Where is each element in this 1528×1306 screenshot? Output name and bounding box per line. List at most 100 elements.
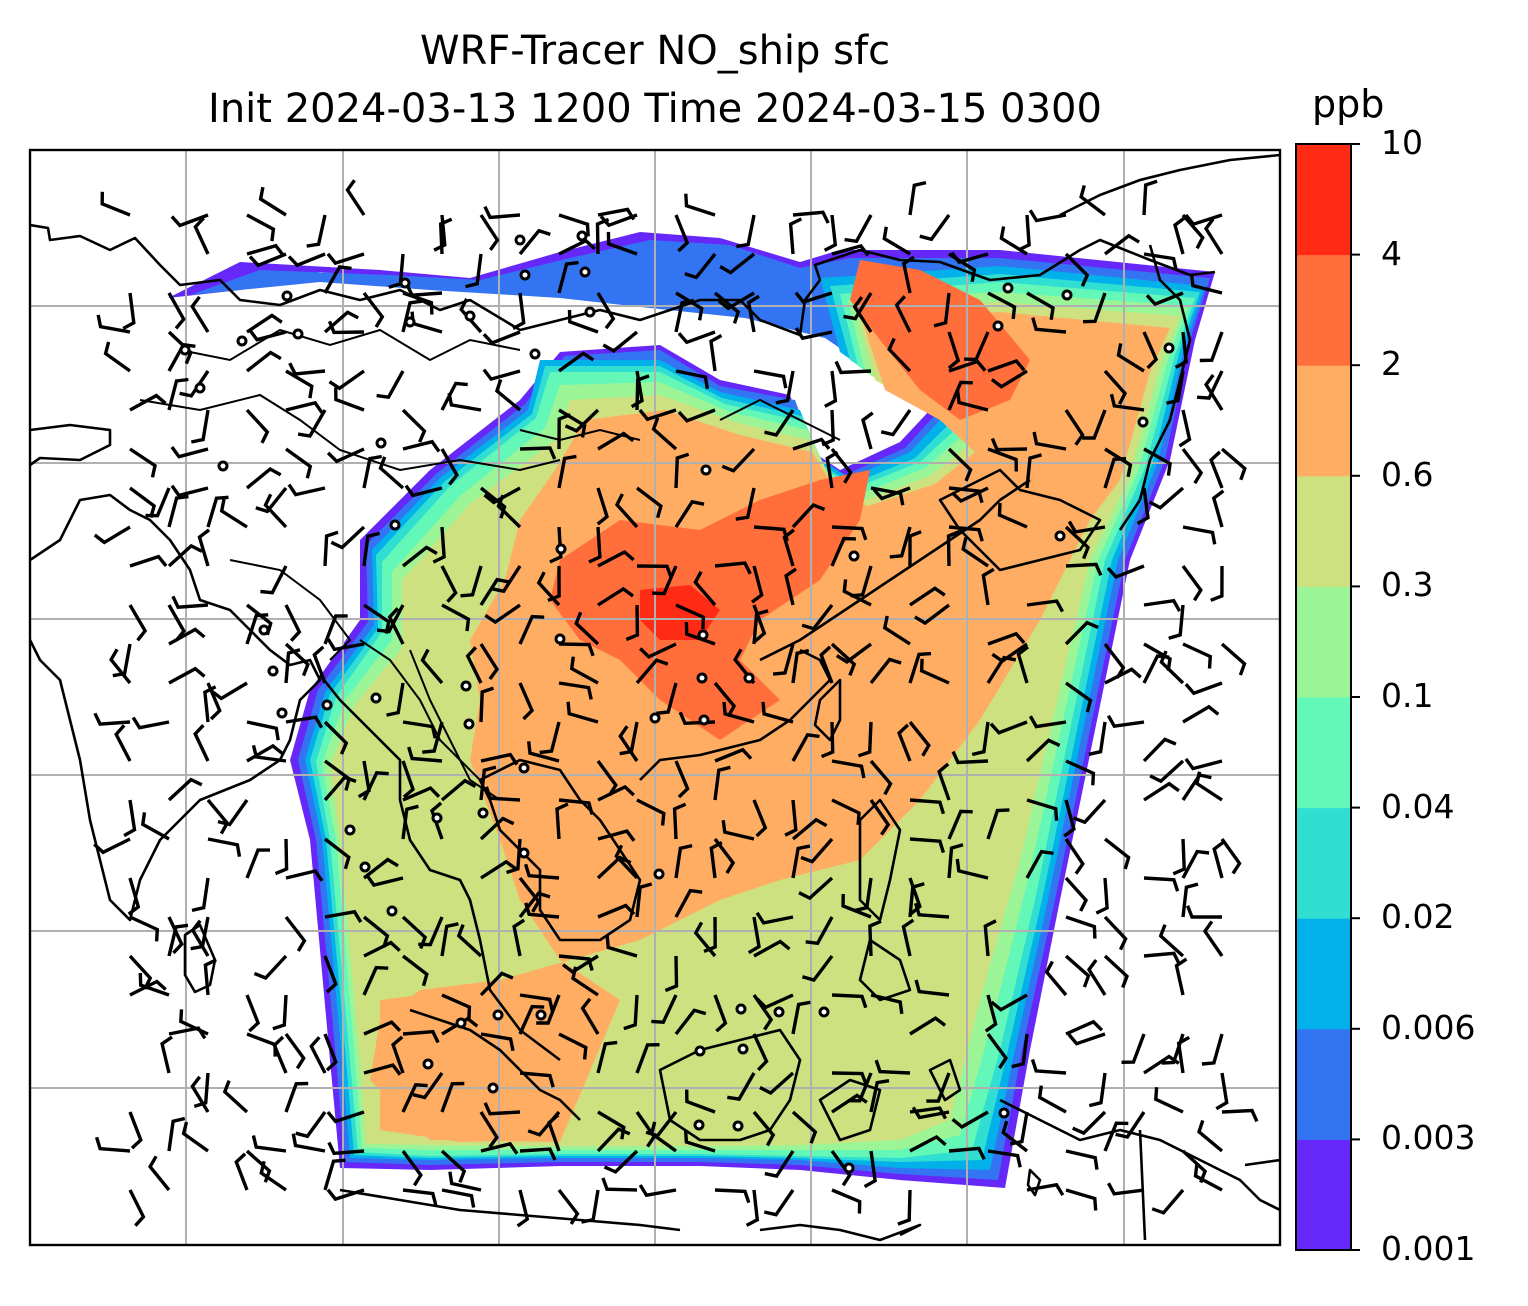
wind-barb <box>323 1158 346 1191</box>
wind-barb <box>950 251 989 265</box>
wind-barb <box>505 838 522 875</box>
wind-barb <box>831 525 868 541</box>
wind-barb <box>1009 1111 1029 1146</box>
wind-barb <box>1159 650 1185 685</box>
colorbar-tick-label: 2 <box>1381 344 1402 384</box>
calm-wind-marker <box>258 624 270 636</box>
wind-barb <box>987 1149 1022 1168</box>
wind-barb <box>558 351 595 373</box>
wind-barb <box>401 1083 428 1113</box>
wind-barb <box>362 857 399 880</box>
wind-barb <box>402 439 441 453</box>
wind-barb <box>1143 642 1172 672</box>
wind-barb <box>788 217 803 255</box>
wind-barb <box>834 360 872 375</box>
wind-barb <box>1154 1087 1184 1114</box>
wind-barb <box>908 651 932 684</box>
wind-barb <box>438 217 453 255</box>
wind-barb <box>889 526 912 559</box>
field-level-4 <box>640 585 720 640</box>
wind-barb <box>484 603 521 625</box>
wind-barb <box>323 837 351 870</box>
wind-barb <box>272 1035 288 1074</box>
chart-title-line1: WRF-Tracer NO_ship sfc <box>419 28 891 74</box>
wind-barb <box>260 565 288 595</box>
wind-barb <box>402 720 437 739</box>
wind-barb <box>721 819 755 841</box>
wind-barb <box>334 387 365 412</box>
wind-barb <box>127 877 141 916</box>
wind-barb <box>1184 757 1223 771</box>
wind-barb <box>674 888 703 918</box>
wind-barb <box>651 994 678 1024</box>
wind-barb <box>713 837 736 874</box>
wind-barb <box>284 1032 306 1070</box>
wind-barb <box>599 213 638 228</box>
wind-barb <box>482 330 521 346</box>
wind-barb <box>1109 393 1145 412</box>
calm-wind-marker <box>1054 530 1066 542</box>
wind-barb <box>1176 1035 1191 1074</box>
wind-barb <box>465 253 483 289</box>
wind-barb <box>272 994 288 1031</box>
wind-barb <box>713 291 741 324</box>
wind-barb <box>323 775 357 802</box>
wind-barb <box>440 1149 467 1184</box>
wind-barb <box>1184 681 1223 696</box>
wind-barb <box>1026 798 1059 821</box>
wind-barb <box>735 487 756 521</box>
wind-barb <box>401 545 438 568</box>
wind-barb <box>947 843 964 879</box>
wind-barb <box>181 1121 209 1153</box>
wind-barb <box>1145 291 1184 307</box>
calm-wind-marker <box>359 861 371 873</box>
calm-wind-marker <box>321 699 333 711</box>
wind-barb <box>128 486 157 518</box>
calm-wind-marker <box>276 707 288 719</box>
wind-barb <box>479 816 515 841</box>
wind-barb <box>1174 957 1188 996</box>
colorbar-segment <box>1296 697 1351 809</box>
wind-barb <box>753 369 788 389</box>
wind-barb <box>1064 954 1091 988</box>
wind-barb <box>362 291 385 328</box>
wind-barb <box>245 350 282 373</box>
wind-barb <box>1106 714 1145 729</box>
wind-barb <box>285 869 324 882</box>
wind-barb <box>246 1032 277 1057</box>
wind-barb <box>909 1134 947 1153</box>
wind-barb <box>284 648 301 684</box>
wind-barb <box>649 1121 677 1153</box>
wind-barb <box>410 311 443 334</box>
wind-barb <box>597 829 636 842</box>
wind-barb <box>207 837 242 857</box>
calm-wind-markers <box>179 230 1175 1174</box>
wind-barb <box>190 1075 210 1113</box>
wind-barb <box>791 732 820 762</box>
wind-barb <box>440 565 458 603</box>
wind-barb <box>96 314 131 334</box>
wind-barb <box>323 530 339 567</box>
wind-barb <box>430 801 444 840</box>
calm-wind-marker <box>529 348 541 360</box>
wind-barb <box>897 723 912 762</box>
wind-barb <box>1065 681 1093 713</box>
wind-barb <box>323 955 338 994</box>
wind-barb <box>635 374 650 411</box>
wind-barb <box>1065 1149 1099 1170</box>
wind-barb <box>167 330 193 365</box>
wind-barb <box>752 609 769 645</box>
wind-barb <box>933 292 951 328</box>
wind-barb <box>401 804 419 840</box>
wind-barb <box>246 243 285 257</box>
wind-barb <box>1199 331 1224 363</box>
wind-barb <box>519 1147 557 1161</box>
wind-barb <box>1086 958 1107 996</box>
wind-barb <box>674 452 690 489</box>
wind-barb <box>1079 184 1107 217</box>
wind-barb <box>964 331 990 362</box>
wind-barb <box>326 638 365 652</box>
wind-barb <box>1174 331 1189 369</box>
wind-barb <box>1065 915 1097 939</box>
wind-barb <box>1064 620 1099 646</box>
